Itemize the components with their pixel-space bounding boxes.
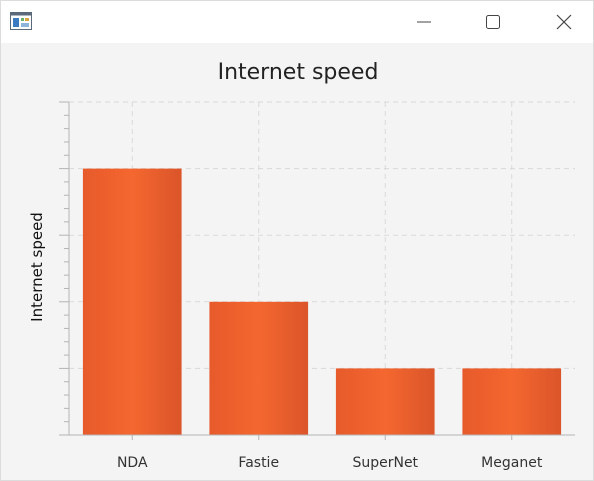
chart-area: Internet speed Internet speed NDA Fastie S… [1, 43, 593, 480]
chart-title: Internet speed [218, 60, 379, 85]
maximize-button[interactable] [470, 1, 516, 43]
bar-nda [82, 168, 182, 435]
maximize-icon [486, 15, 500, 29]
axes [59, 101, 575, 440]
close-icon [556, 14, 572, 30]
bar-meganet [462, 368, 562, 435]
x-tick-labels: NDA Fastie SuperNet Meganet [117, 455, 543, 471]
bar-supernet [335, 368, 435, 435]
x-tick-label: Meganet [481, 455, 543, 471]
bar-chart: Internet speed Internet speed NDA Fastie S… [28, 60, 575, 471]
minimize-button[interactable] [401, 1, 447, 43]
y-axis-label: Internet speed [28, 212, 46, 322]
java-app-icon [10, 12, 32, 30]
minimize-icon [417, 21, 431, 23]
bar-fastie [209, 301, 309, 435]
bars [82, 168, 562, 435]
x-tick-label: SuperNet [352, 455, 418, 471]
x-tick-label: NDA [117, 455, 148, 471]
x-tick-label: Fastie [238, 455, 279, 471]
close-button[interactable] [541, 1, 587, 43]
title-bar [1, 1, 593, 43]
